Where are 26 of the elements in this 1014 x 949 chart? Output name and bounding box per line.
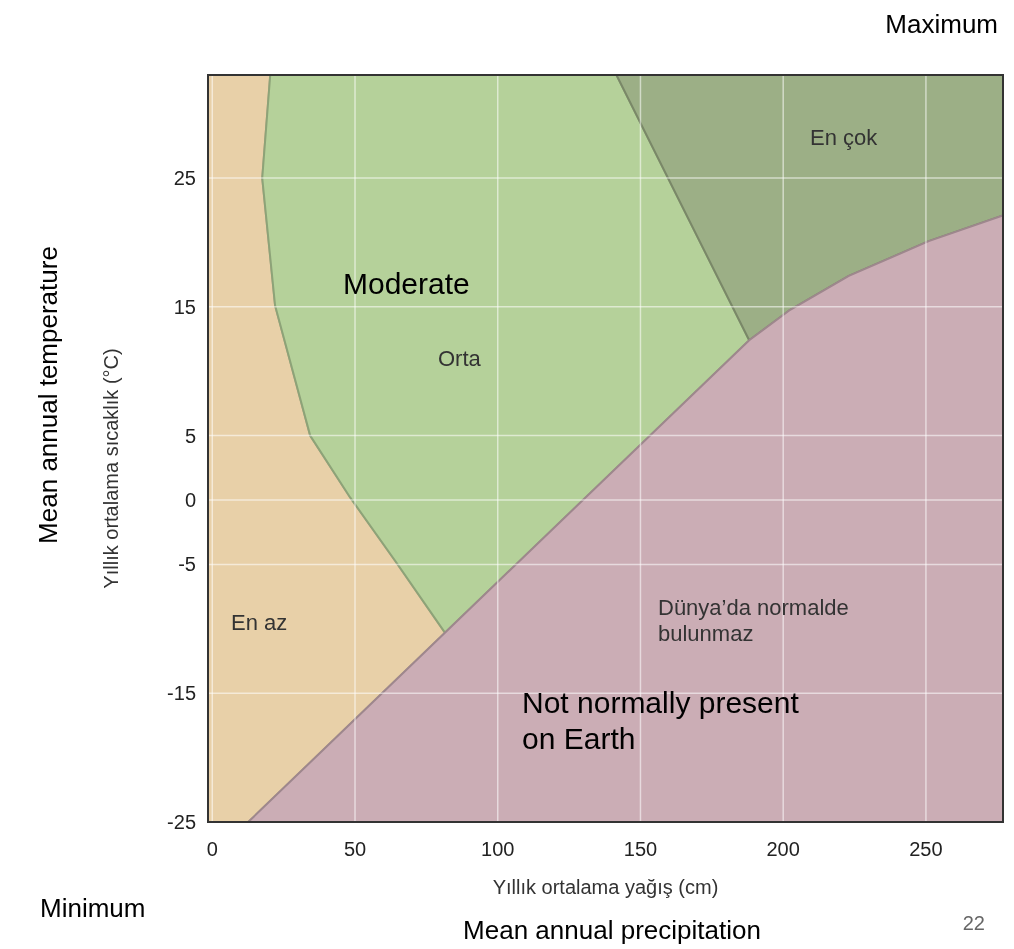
x-tick-label: 50 — [343, 838, 367, 860]
x-tick-label: 150 — [623, 838, 658, 860]
y-axis-title: Yıllık ortalama sıcaklık (°C) — [100, 348, 122, 589]
text: Minimum — [40, 893, 146, 924]
annotation: En çok — [810, 124, 879, 150]
y-tick-label: 15 — [173, 295, 196, 318]
annotation: Moderate — [343, 266, 470, 300]
y-tick-label: 25 — [173, 167, 196, 190]
x-axis-title: Yıllık ortalama yağış (cm) — [492, 876, 719, 898]
text: Mean annual precipitation — [463, 915, 761, 946]
y-tick-label: -25 — [167, 811, 196, 833]
y-tick-label: 5 — [184, 424, 196, 447]
text: Mean annual temperature — [33, 246, 64, 544]
y-tick-label: -5 — [178, 553, 196, 576]
text: 22 — [962, 912, 985, 934]
x-tick-label: 200 — [766, 838, 800, 860]
x-tick-label: 250 — [909, 838, 943, 860]
annotation: Orta — [438, 345, 482, 371]
x-tick-label: 100 — [481, 838, 515, 860]
y-tick-label: -15 — [167, 682, 196, 705]
annotation: En az — [231, 609, 288, 635]
y-tick-label: 0 — [184, 489, 196, 512]
text: Maximum — [885, 9, 998, 40]
annotation: Not normally present on Earth — [522, 685, 800, 755]
annotation: Dünya’da normalde bulunmaz — [658, 594, 849, 647]
x-tick-label: 0 — [206, 838, 218, 860]
